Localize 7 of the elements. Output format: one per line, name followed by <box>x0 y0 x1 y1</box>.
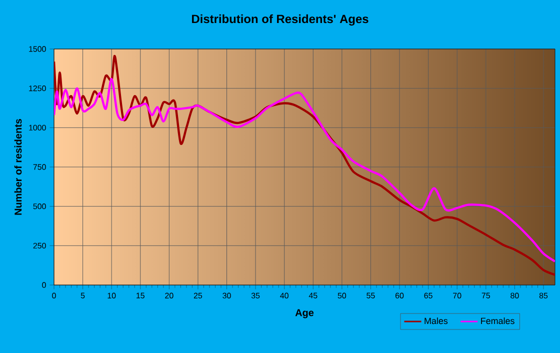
y-axis-title: Number of residents <box>14 118 22 215</box>
legend-label: Females <box>481 318 514 324</box>
chart-title: Distribution of Residents' Ages <box>192 14 368 26</box>
line-series <box>54 54 556 276</box>
line-series <box>54 78 556 262</box>
legend-label: Males <box>424 318 448 324</box>
x-axis-title: Age <box>295 309 314 318</box>
